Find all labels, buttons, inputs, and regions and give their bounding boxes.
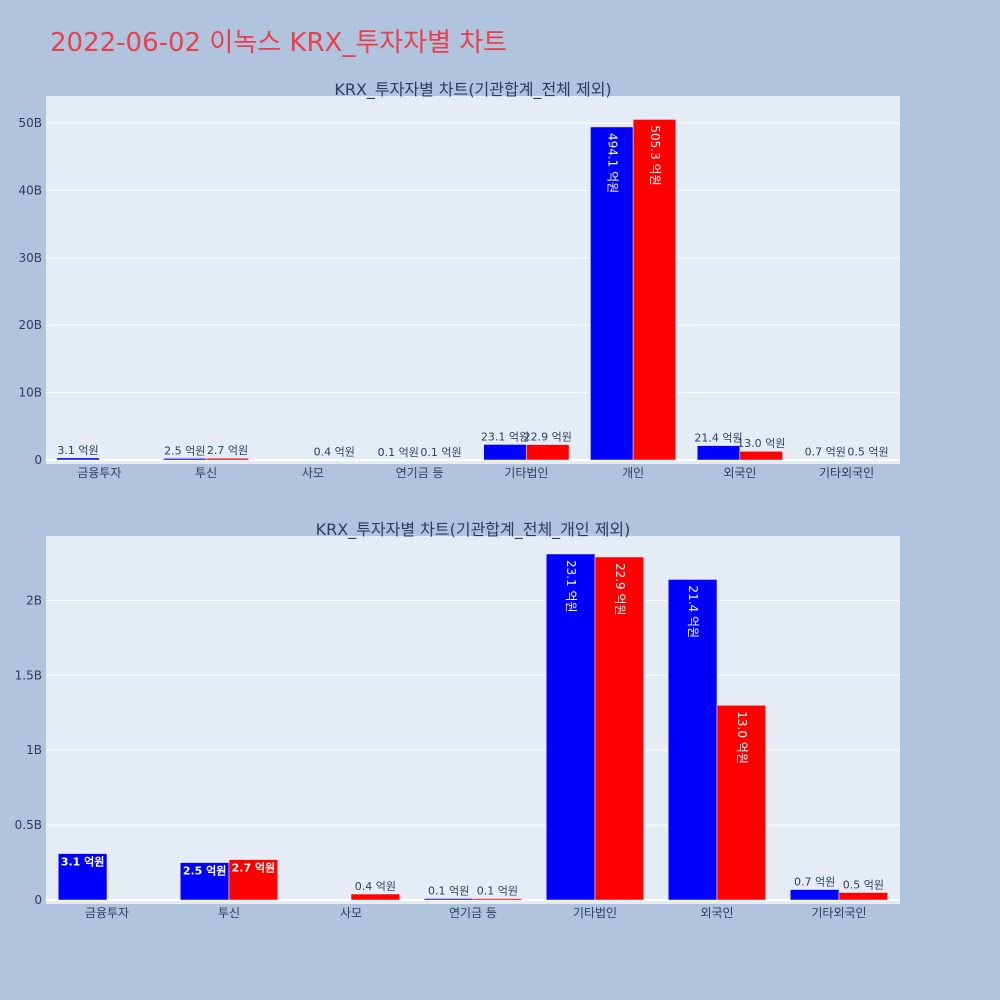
- bar: [838, 892, 889, 901]
- x-tick-label: 사모: [302, 466, 324, 480]
- x-tick-label: 금융투자: [77, 466, 121, 480]
- data-label: 13.0 억원: [737, 437, 785, 450]
- y-tick-label: 30B: [18, 251, 42, 265]
- x-tick-label: 기타법인: [573, 906, 617, 920]
- x-tick-label: 연기금 등: [396, 466, 444, 480]
- bar: [472, 898, 523, 901]
- data-label: 2.7 억원: [232, 861, 276, 875]
- x-tick-label: 개인: [622, 466, 644, 480]
- data-label: 21.4 억원: [694, 432, 742, 445]
- bar: [632, 119, 677, 461]
- data-label: 21.4 억원: [686, 585, 700, 638]
- bar: [205, 457, 250, 461]
- bar: [228, 859, 279, 901]
- chart-title-1: KRX_투자자별 차트(기관합계_전체 제외): [334, 80, 611, 100]
- plot-area-1: [46, 96, 900, 464]
- x-tick-label: 투신: [195, 466, 217, 480]
- y-tick-label: 10B: [18, 386, 42, 400]
- data-label: 0.5 억원: [843, 879, 884, 892]
- x-tick-label: 외국인: [700, 906, 733, 920]
- bar: [56, 457, 100, 461]
- x-tick-label: 기타외국인: [819, 466, 874, 480]
- data-label: 0.5 억원: [847, 446, 888, 459]
- data-label: 22.9 억원: [524, 431, 572, 444]
- x-tick-label: 외국인: [723, 466, 756, 480]
- y-tick-label: 40B: [18, 183, 42, 197]
- data-label: 13.0 억원: [735, 711, 749, 764]
- data-label: 494.1 억원: [605, 133, 619, 193]
- data-label: 22.9 억원: [613, 563, 627, 616]
- data-label: 2.5 억원: [183, 864, 227, 878]
- data-label: 505.3 억원: [648, 125, 662, 185]
- bar: [545, 553, 596, 901]
- bar: [526, 444, 570, 461]
- y-tick-label: 0.5B: [15, 818, 42, 832]
- y-tick-label: 1B: [26, 743, 42, 757]
- bar: [716, 705, 767, 901]
- y-tick-label: 0: [34, 453, 42, 467]
- bar: [350, 893, 401, 901]
- x-tick-label: 기타외국인: [811, 906, 866, 920]
- bar: [423, 898, 474, 901]
- data-label: 0.1 억원: [420, 446, 461, 459]
- x-tick-label: 금융투자: [85, 906, 129, 920]
- data-label: 0.4 억원: [314, 446, 355, 459]
- plot-area-2: [46, 536, 900, 904]
- bar: [667, 579, 718, 901]
- bar: [789, 889, 840, 901]
- y-tick-label: 20B: [18, 318, 42, 332]
- x-tick-label: 연기금 등: [449, 906, 497, 920]
- bar: [594, 556, 645, 901]
- data-label: 0.7 억원: [794, 876, 835, 889]
- y-tick-label: 2B: [26, 593, 42, 607]
- data-label: 3.1 억원: [57, 444, 98, 457]
- data-label: 0.1 억원: [428, 885, 469, 898]
- x-tick-label: 투신: [218, 906, 240, 920]
- data-label: 0.7 억원: [805, 446, 846, 459]
- data-label: 2.5 억원: [164, 444, 205, 457]
- y-tick-label: 50B: [18, 116, 42, 130]
- data-label: 0.1 억원: [477, 885, 518, 898]
- x-tick-label: 기타법인: [504, 466, 548, 480]
- chart-title-2: KRX_투자자별 차트(기관합계_전체_개인 제외): [316, 520, 631, 540]
- y-tick-label: 1.5B: [15, 668, 42, 682]
- bar: [57, 853, 108, 901]
- bar: [696, 445, 741, 461]
- y-tick-label: 0: [34, 893, 42, 907]
- bar: [739, 450, 783, 461]
- data-label: 3.1 억원: [61, 855, 105, 869]
- data-label: 23.1 억원: [481, 430, 529, 443]
- x-tick-label: 사모: [340, 906, 362, 920]
- data-label: 0.1 억원: [378, 446, 419, 459]
- page-title: 2022-06-02 이녹스 KRX_투자자별 차트: [50, 28, 508, 58]
- data-label: 2.7 억원: [207, 444, 248, 457]
- data-label: 0.4 억원: [355, 880, 396, 893]
- bar: [483, 444, 527, 461]
- bar: [163, 458, 207, 461]
- data-label: 23.1 억원: [564, 560, 578, 613]
